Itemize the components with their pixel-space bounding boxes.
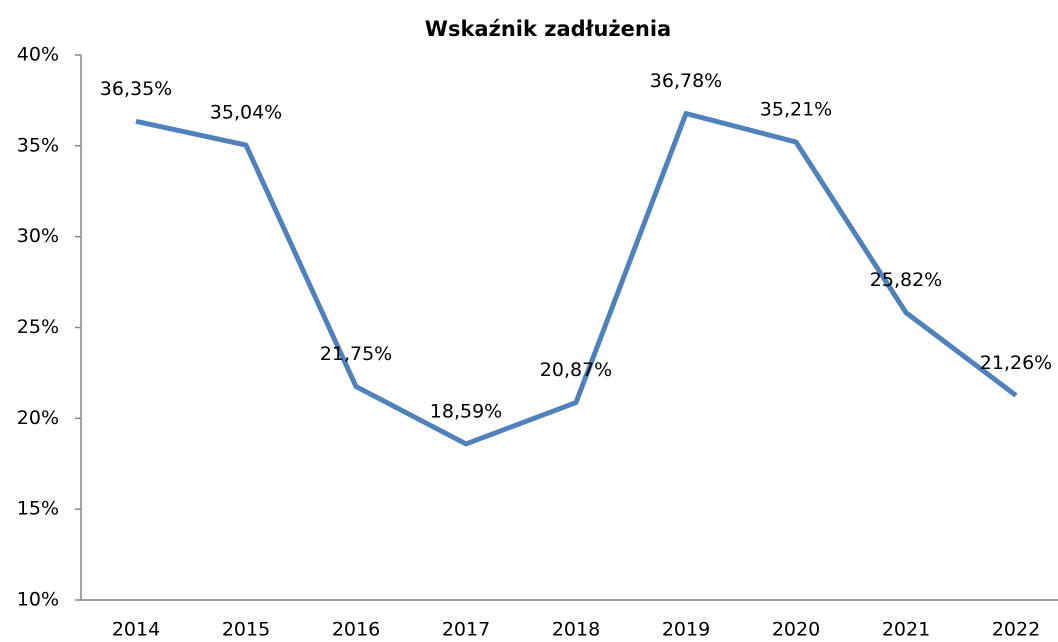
- data-label: 35,04%: [210, 102, 282, 124]
- x-tick-label: 2020: [772, 619, 820, 641]
- x-tick-label: 2014: [112, 619, 160, 641]
- y-tick-label: 15%: [17, 498, 59, 520]
- x-tick-label: 2016: [332, 619, 380, 641]
- x-tick-label: 2017: [442, 619, 490, 641]
- y-tick-label: 25%: [17, 316, 59, 338]
- data-label: 20,87%: [540, 359, 612, 381]
- x-tick-label: 2015: [222, 619, 270, 641]
- data-label: 36,78%: [650, 70, 722, 92]
- data-label: 35,21%: [760, 99, 832, 121]
- y-tick-label: 35%: [17, 134, 59, 156]
- data-label: 21,75%: [320, 343, 392, 365]
- x-tick-label: 2021: [882, 619, 930, 641]
- data-label: 36,35%: [100, 78, 172, 100]
- chart-title: Wskaźnik zadłużenia: [425, 17, 671, 41]
- y-tick-label: 10%: [17, 589, 59, 611]
- data-label: 18,59%: [430, 400, 502, 422]
- data-label: 21,26%: [980, 352, 1052, 374]
- y-tick-label: 40%: [17, 44, 59, 66]
- x-tick-label: 2019: [662, 619, 710, 641]
- y-tick-label: 30%: [17, 225, 59, 247]
- data-label: 25,82%: [870, 269, 942, 291]
- data-line: [135, 110, 1018, 447]
- x-tick-label: 2022: [992, 619, 1040, 641]
- y-tick-label: 20%: [17, 407, 59, 429]
- x-tick-label: 2018: [552, 619, 600, 641]
